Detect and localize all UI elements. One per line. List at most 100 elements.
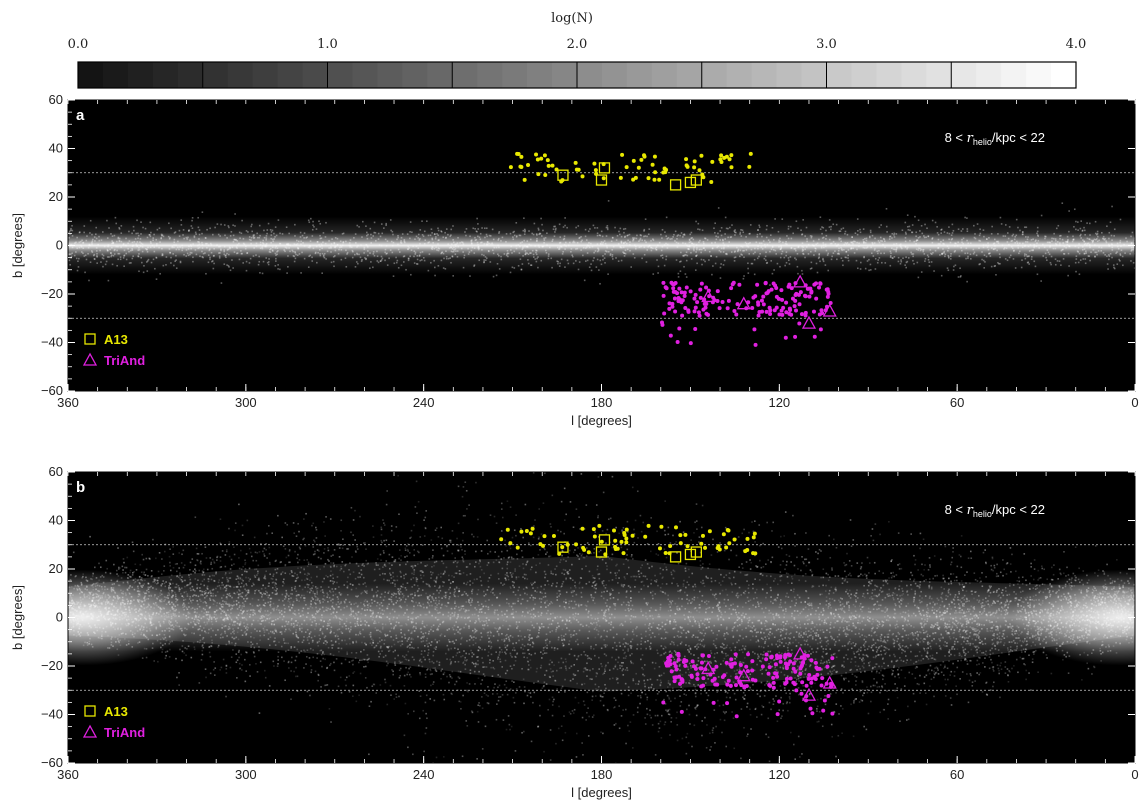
x-tick-label: 60 <box>950 395 964 410</box>
triand-star <box>752 327 757 332</box>
a13-star <box>624 165 629 170</box>
x-axis-title: l [degrees] <box>571 413 632 428</box>
a13-star <box>663 170 668 175</box>
colorbar-cell <box>252 62 279 88</box>
triand-star <box>768 683 773 688</box>
a13-star <box>508 165 513 170</box>
triand-star <box>706 312 711 317</box>
triand-star <box>805 653 810 658</box>
a13-star <box>663 551 668 556</box>
triand-star <box>726 298 731 303</box>
triand-star <box>689 673 694 678</box>
triand-star <box>660 322 665 327</box>
triand-star <box>684 285 689 290</box>
triand-star <box>663 285 668 290</box>
triand-star <box>732 309 737 314</box>
plot-area <box>68 100 1135 391</box>
colorbar-cell <box>427 62 453 88</box>
a13-star <box>668 544 673 549</box>
a13-star <box>613 547 618 552</box>
x-tick-label: 0 <box>1131 767 1138 782</box>
triand-star <box>670 301 675 306</box>
triand-star <box>683 663 688 668</box>
triand-star <box>819 683 824 688</box>
triand-star <box>734 312 739 317</box>
triand-star <box>728 683 733 688</box>
triand-star <box>759 298 764 303</box>
colorbar-cell <box>626 62 653 88</box>
x-tick-label: 180 <box>591 395 613 410</box>
triand-star <box>742 685 747 690</box>
triand-star <box>706 654 711 659</box>
a13-star <box>692 159 697 164</box>
triand-star <box>699 666 704 671</box>
triand-star <box>793 308 798 313</box>
triand-marker <box>822 675 837 689</box>
triand-star <box>775 674 780 679</box>
triand-star <box>814 665 819 670</box>
a13-star <box>729 165 734 170</box>
a13-star <box>743 549 748 554</box>
a13-star <box>662 166 667 171</box>
triand-star <box>677 674 682 679</box>
triand-star <box>673 309 678 314</box>
colorbar-cell <box>926 62 952 88</box>
triand-star <box>667 658 672 663</box>
triand-star <box>671 286 676 291</box>
triand-star <box>756 302 761 307</box>
colorbar-cell <box>1051 62 1077 88</box>
a13-star <box>719 159 724 164</box>
triand-star <box>771 685 776 690</box>
a13-marker <box>595 546 608 558</box>
a13-star <box>707 529 712 534</box>
a13-star <box>748 151 753 156</box>
triand-star <box>778 655 783 660</box>
x-tick-label: 360 <box>57 395 79 410</box>
x-tick-label: 120 <box>768 395 790 410</box>
triand-star <box>791 666 796 671</box>
a13-marker <box>598 534 611 546</box>
colorbar-cell <box>202 62 229 88</box>
triand-star <box>798 290 803 295</box>
triand-star <box>734 714 739 719</box>
triand-star <box>792 304 797 309</box>
a13-star <box>543 173 548 178</box>
a13-star <box>636 165 641 170</box>
disk-edge-glow <box>1010 569 1135 666</box>
y-tick-label: 40 <box>49 513 63 528</box>
triand-star <box>792 682 797 687</box>
triand-star <box>828 301 833 306</box>
a13-star <box>622 533 627 538</box>
a13-star <box>751 535 756 540</box>
colorbar-cell <box>901 62 927 88</box>
triand-marker <box>801 315 817 329</box>
triand-star <box>784 676 789 681</box>
colorbar-cell <box>102 62 129 88</box>
a13-star <box>519 154 524 159</box>
a13-star <box>752 531 757 536</box>
a13-marker <box>557 541 569 553</box>
colorbar-cell <box>1026 62 1052 88</box>
a13-star <box>619 539 624 544</box>
colorbar-cell <box>352 62 378 88</box>
legend-label: A13 <box>104 704 128 719</box>
a13-star <box>621 551 626 556</box>
triand-star <box>700 653 705 658</box>
y-axis-title: b [degrees] <box>10 585 25 650</box>
triand-star <box>811 309 816 314</box>
triand-star <box>787 282 792 287</box>
a13-star <box>657 546 662 551</box>
triand-star <box>794 291 799 296</box>
a13-star <box>652 154 657 159</box>
triand-star <box>662 311 667 316</box>
triand-star <box>744 664 749 669</box>
triand-star <box>809 658 814 663</box>
triand-star <box>682 293 687 298</box>
triand-star <box>680 313 685 318</box>
triand-star <box>755 282 760 287</box>
y-tick-label: 40 <box>49 141 63 156</box>
triand-star <box>675 339 680 344</box>
triand-star <box>806 676 811 681</box>
triand-star <box>756 313 761 318</box>
a13-star <box>593 168 598 173</box>
